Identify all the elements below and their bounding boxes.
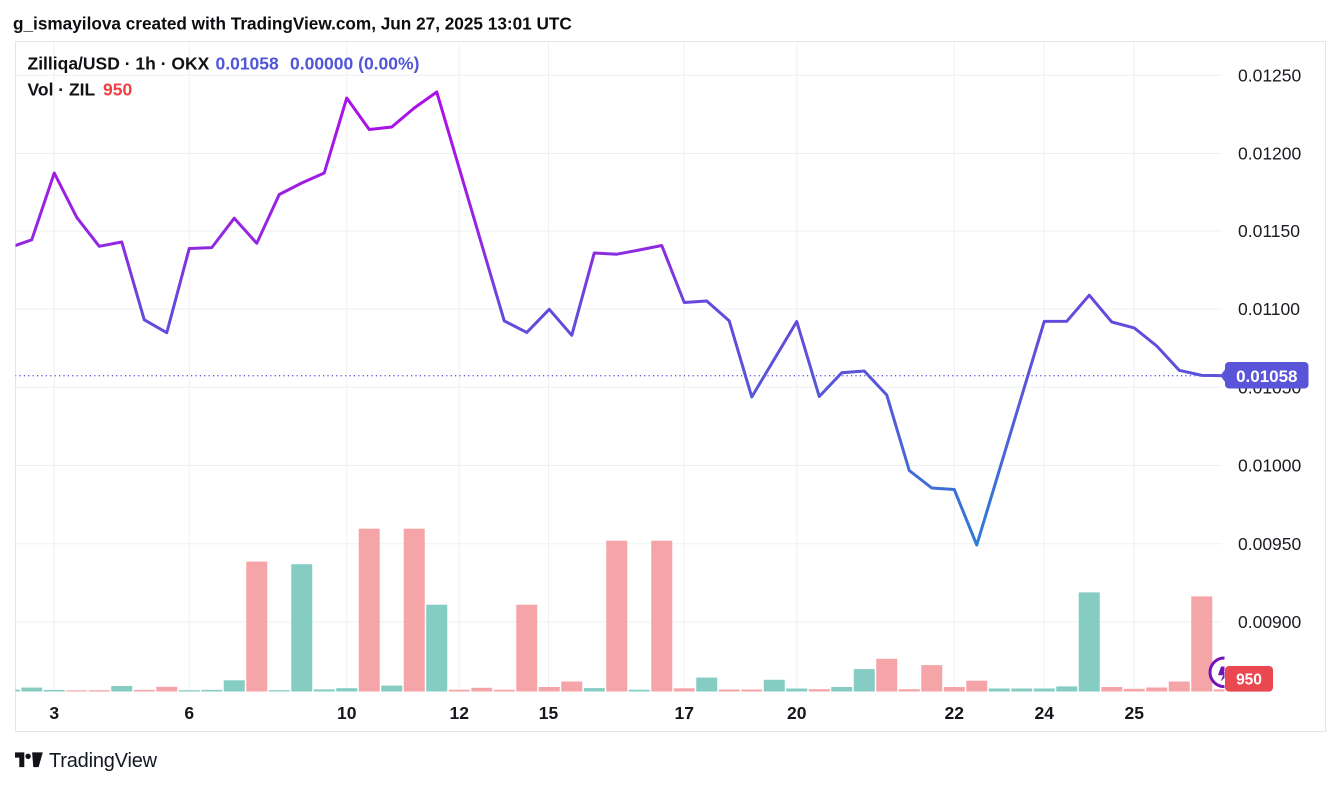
svg-text:Zilliqa/USD · 1h · OKX: Zilliqa/USD · 1h · OKX <box>28 54 210 74</box>
svg-text:0.01150: 0.01150 <box>1238 221 1300 241</box>
svg-text:0.01100: 0.01100 <box>1238 299 1300 319</box>
svg-text:0.01250: 0.01250 <box>1238 65 1302 85</box>
svg-text:20: 20 <box>787 703 807 723</box>
svg-text:0.01000: 0.01000 <box>1238 456 1302 476</box>
svg-text:0.01200: 0.01200 <box>1238 144 1302 164</box>
svg-text:22: 22 <box>945 703 965 723</box>
svg-text:0.01058: 0.01058 <box>1236 367 1297 386</box>
svg-text:10: 10 <box>337 703 357 723</box>
svg-text:6: 6 <box>184 703 194 723</box>
svg-text:12: 12 <box>450 703 470 723</box>
svg-text:g_ismayilova created with Trad: g_ismayilova created with TradingView.co… <box>13 14 572 34</box>
svg-text:950: 950 <box>1236 672 1262 689</box>
svg-text:3: 3 <box>49 703 59 723</box>
svg-text:25: 25 <box>1125 703 1145 723</box>
svg-text:15: 15 <box>539 703 559 723</box>
svg-text:24: 24 <box>1035 703 1055 723</box>
svg-text:0.00900: 0.00900 <box>1238 612 1302 632</box>
svg-text:17: 17 <box>675 703 694 723</box>
svg-text:0.00000 (0.00%): 0.00000 (0.00%) <box>290 54 419 74</box>
svg-text:0.00950: 0.00950 <box>1238 534 1302 554</box>
svg-text:TradingView: TradingView <box>49 750 158 772</box>
svg-text:0.01058: 0.01058 <box>216 54 280 74</box>
svg-text:Vol · ZIL: Vol · ZIL <box>28 80 96 100</box>
svg-text:950: 950 <box>103 80 132 100</box>
